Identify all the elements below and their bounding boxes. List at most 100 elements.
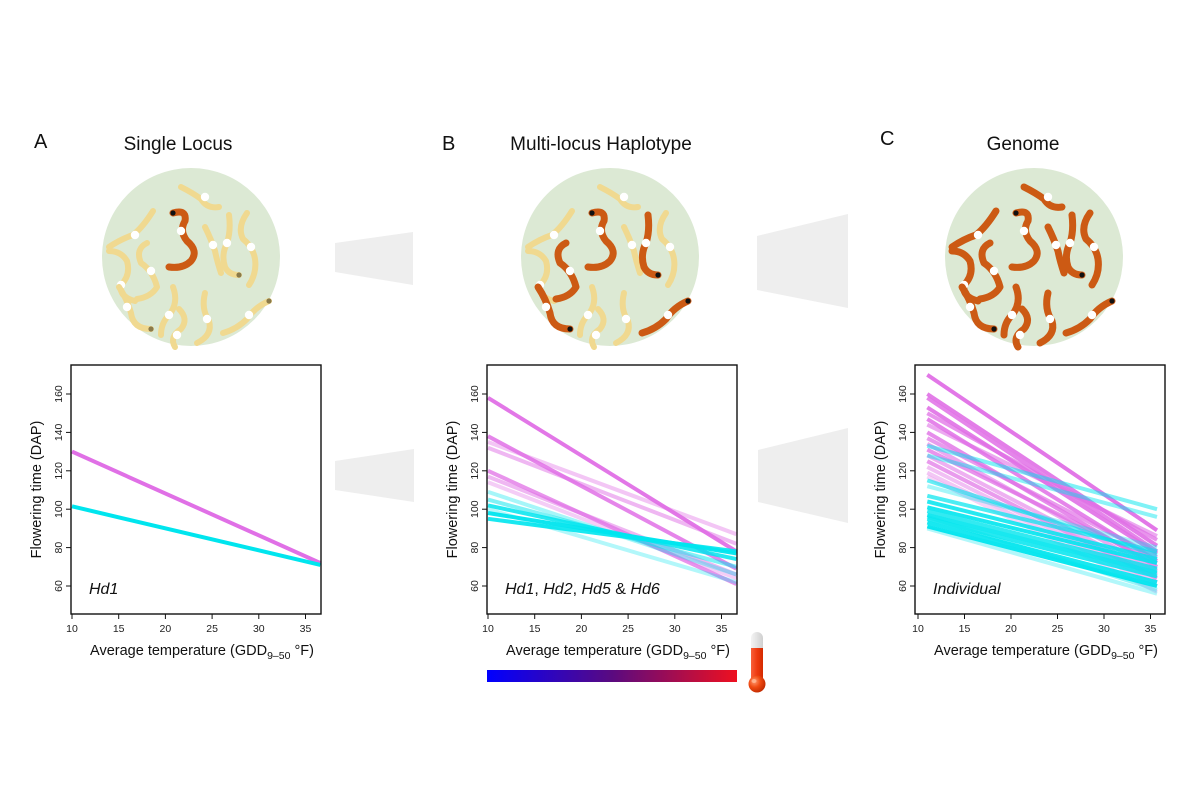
centromere	[202, 314, 212, 324]
centromere	[583, 310, 593, 320]
plot-annotation: Individual	[933, 581, 1001, 598]
centromere	[965, 302, 975, 312]
centromere	[1065, 238, 1075, 248]
y-tick-label: 100	[469, 500, 481, 518]
centromere	[663, 310, 673, 320]
chromosome	[552, 239, 580, 303]
chromosome	[958, 283, 998, 333]
chromosome	[106, 208, 156, 250]
centromere	[208, 240, 218, 250]
centromere	[1051, 240, 1061, 250]
centromere	[176, 226, 186, 236]
series-line-early-11	[487, 516, 737, 554]
centromere	[1007, 310, 1017, 320]
x-tick-label: 30	[253, 623, 265, 635]
plot-annotation: Hd1, Hd2, Hd5 & Hd6	[505, 581, 660, 598]
y-tick-label: 100	[897, 500, 909, 518]
centromere	[1019, 226, 1029, 236]
chromosome	[1020, 183, 1066, 211]
centromere	[595, 226, 605, 236]
chromosome	[178, 184, 222, 211]
connector-arrow-bottom-ab	[335, 449, 414, 502]
y-tick-label: 140	[897, 423, 909, 441]
chromosome	[237, 210, 259, 288]
centromere	[541, 302, 551, 312]
series-line-early-16	[926, 443, 1158, 512]
centromere	[591, 330, 601, 340]
y-tick-label: 160	[53, 385, 65, 403]
plot-frame	[914, 364, 1166, 615]
plot-frame	[486, 364, 738, 615]
series-group	[926, 373, 1159, 596]
connector-arrow-top-ab	[335, 232, 413, 285]
centromere	[1089, 242, 1099, 252]
chromosome	[976, 239, 1004, 303]
chromosome	[1012, 305, 1031, 351]
chromosome	[577, 284, 598, 338]
chromosome	[220, 298, 272, 336]
series-line-late-2	[487, 440, 737, 537]
x-tick-label: 25	[206, 623, 218, 635]
plot-a: 60 80 100 120 140 160 10 15 20 25 30 35 Flowering ti…	[29, 364, 322, 662]
x-tick-label: 20	[576, 623, 588, 635]
connector-arrow-top-bc	[757, 214, 848, 308]
chromosome	[170, 306, 188, 350]
centromere	[200, 192, 210, 202]
series-line-early-19	[926, 484, 1158, 550]
plot-c: 60 80 100 120 140 160 10 15 20 25 30 35 Flowering ti…	[873, 364, 1166, 662]
series-line-late	[71, 449, 321, 565]
centromere	[973, 230, 983, 240]
chromosome	[220, 212, 242, 278]
y-tick-label: 80	[53, 542, 65, 554]
x-tick-label: 25	[1052, 623, 1064, 635]
y-tick-label: 80	[897, 542, 909, 554]
chromosome	[1036, 289, 1057, 347]
series-line-early-22	[926, 505, 1158, 565]
connector-arrow-bottom-bc	[758, 428, 848, 523]
chromosome	[158, 284, 179, 338]
centromere	[565, 266, 575, 276]
centromere	[1043, 192, 1053, 202]
chromosome	[638, 211, 662, 279]
chromosome	[202, 224, 224, 276]
x-tick-label: 30	[1098, 623, 1110, 635]
chromosome	[1008, 208, 1041, 271]
x-tick-label: 35	[716, 623, 728, 635]
panel-b-header: B Multi-locus Haplotype	[442, 133, 692, 155]
chromosome	[116, 284, 154, 332]
series-line-early-20	[926, 493, 1158, 554]
chromosome	[638, 297, 692, 337]
chromosome	[194, 290, 213, 346]
x-tick-label: 10	[482, 623, 494, 635]
y-tick-label: 60	[897, 580, 909, 592]
panel-a-header: A Single Locus	[34, 131, 232, 155]
chromosome	[621, 224, 643, 276]
series-line-early-28	[926, 514, 1158, 592]
chromosome	[534, 283, 574, 333]
chromosome	[656, 210, 678, 288]
x-tick-label: 35	[1145, 623, 1157, 635]
y-tick-label: 120	[53, 462, 65, 480]
series-line-early-21	[926, 499, 1158, 562]
plot-area	[71, 365, 321, 614]
x-tick-label: 15	[113, 623, 125, 635]
nucleus-illustration-a	[102, 168, 280, 350]
centromere	[244, 310, 254, 320]
nucleus-illustration-c	[945, 168, 1123, 351]
panel-a-title: Single Locus	[124, 134, 233, 155]
panel-c-title: Genome	[987, 134, 1060, 155]
x-tick-label: 35	[300, 623, 312, 635]
series-line-late-5	[487, 474, 737, 577]
y-tick-label: 140	[53, 423, 65, 441]
series-group	[71, 449, 321, 567]
centromere	[122, 302, 132, 312]
chromosome	[948, 207, 1000, 251]
y-tick-label: 60	[469, 580, 481, 592]
chromosome	[165, 208, 198, 271]
thermometer-icon	[748, 632, 766, 693]
centromere	[222, 238, 232, 248]
series-line-early	[71, 504, 321, 567]
plot-b: 60 80 100 120 140 160 10 15 20 25 30 35 Flowering ti…	[445, 364, 738, 662]
chromosome	[613, 290, 632, 346]
x-tick-label: 10	[912, 623, 924, 635]
